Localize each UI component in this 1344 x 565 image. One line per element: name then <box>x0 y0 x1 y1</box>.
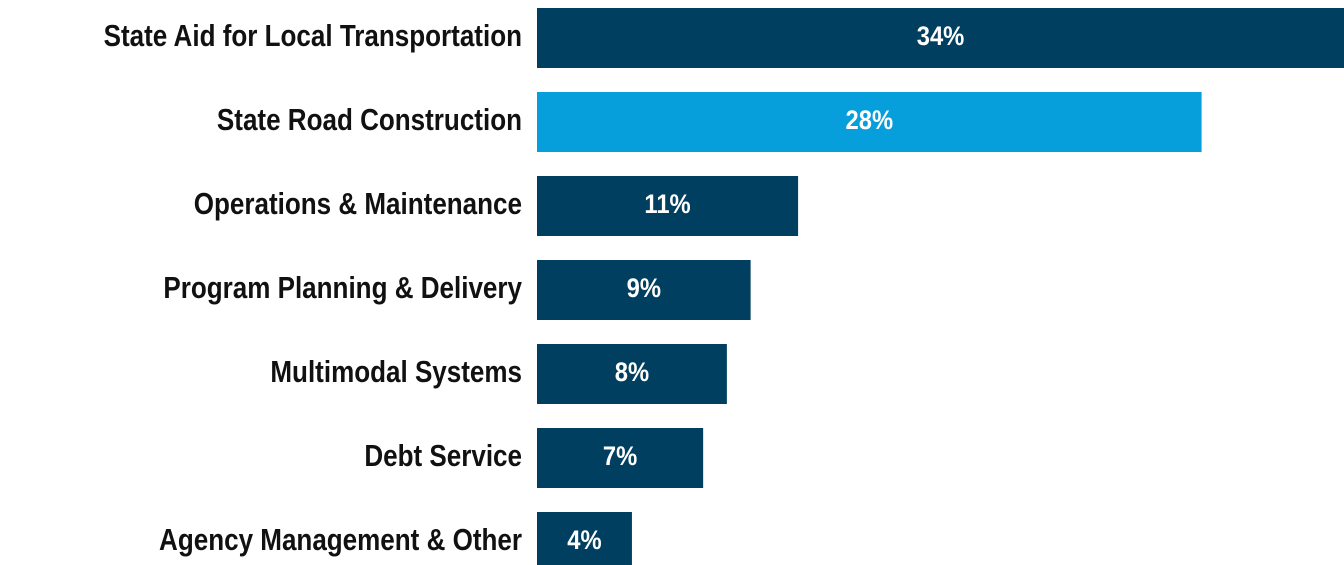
value-label: 4% <box>567 526 601 556</box>
category-label: Debt Service <box>364 439 522 474</box>
bar <box>537 512 632 565</box>
value-label: 8% <box>615 358 649 388</box>
value-label: 9% <box>627 274 661 304</box>
bar <box>537 92 1202 152</box>
category-label: Operations & Maintenance <box>194 187 522 222</box>
category-label: State Aid for Local Transportation <box>104 19 522 54</box>
bar <box>537 344 727 404</box>
bar <box>537 260 751 320</box>
category-label: Program Planning & Delivery <box>163 271 522 306</box>
category-label: Multimodal Systems <box>270 355 522 390</box>
bar <box>537 8 1344 68</box>
value-label: 11% <box>644 190 690 220</box>
value-label: 28% <box>846 106 894 136</box>
value-label: 34% <box>917 22 965 52</box>
category-label: Agency Management & Other <box>159 523 522 558</box>
bar <box>537 176 799 236</box>
category-label: State Road Construction <box>217 103 522 138</box>
bar <box>537 428 704 488</box>
value-label: 7% <box>603 442 637 472</box>
